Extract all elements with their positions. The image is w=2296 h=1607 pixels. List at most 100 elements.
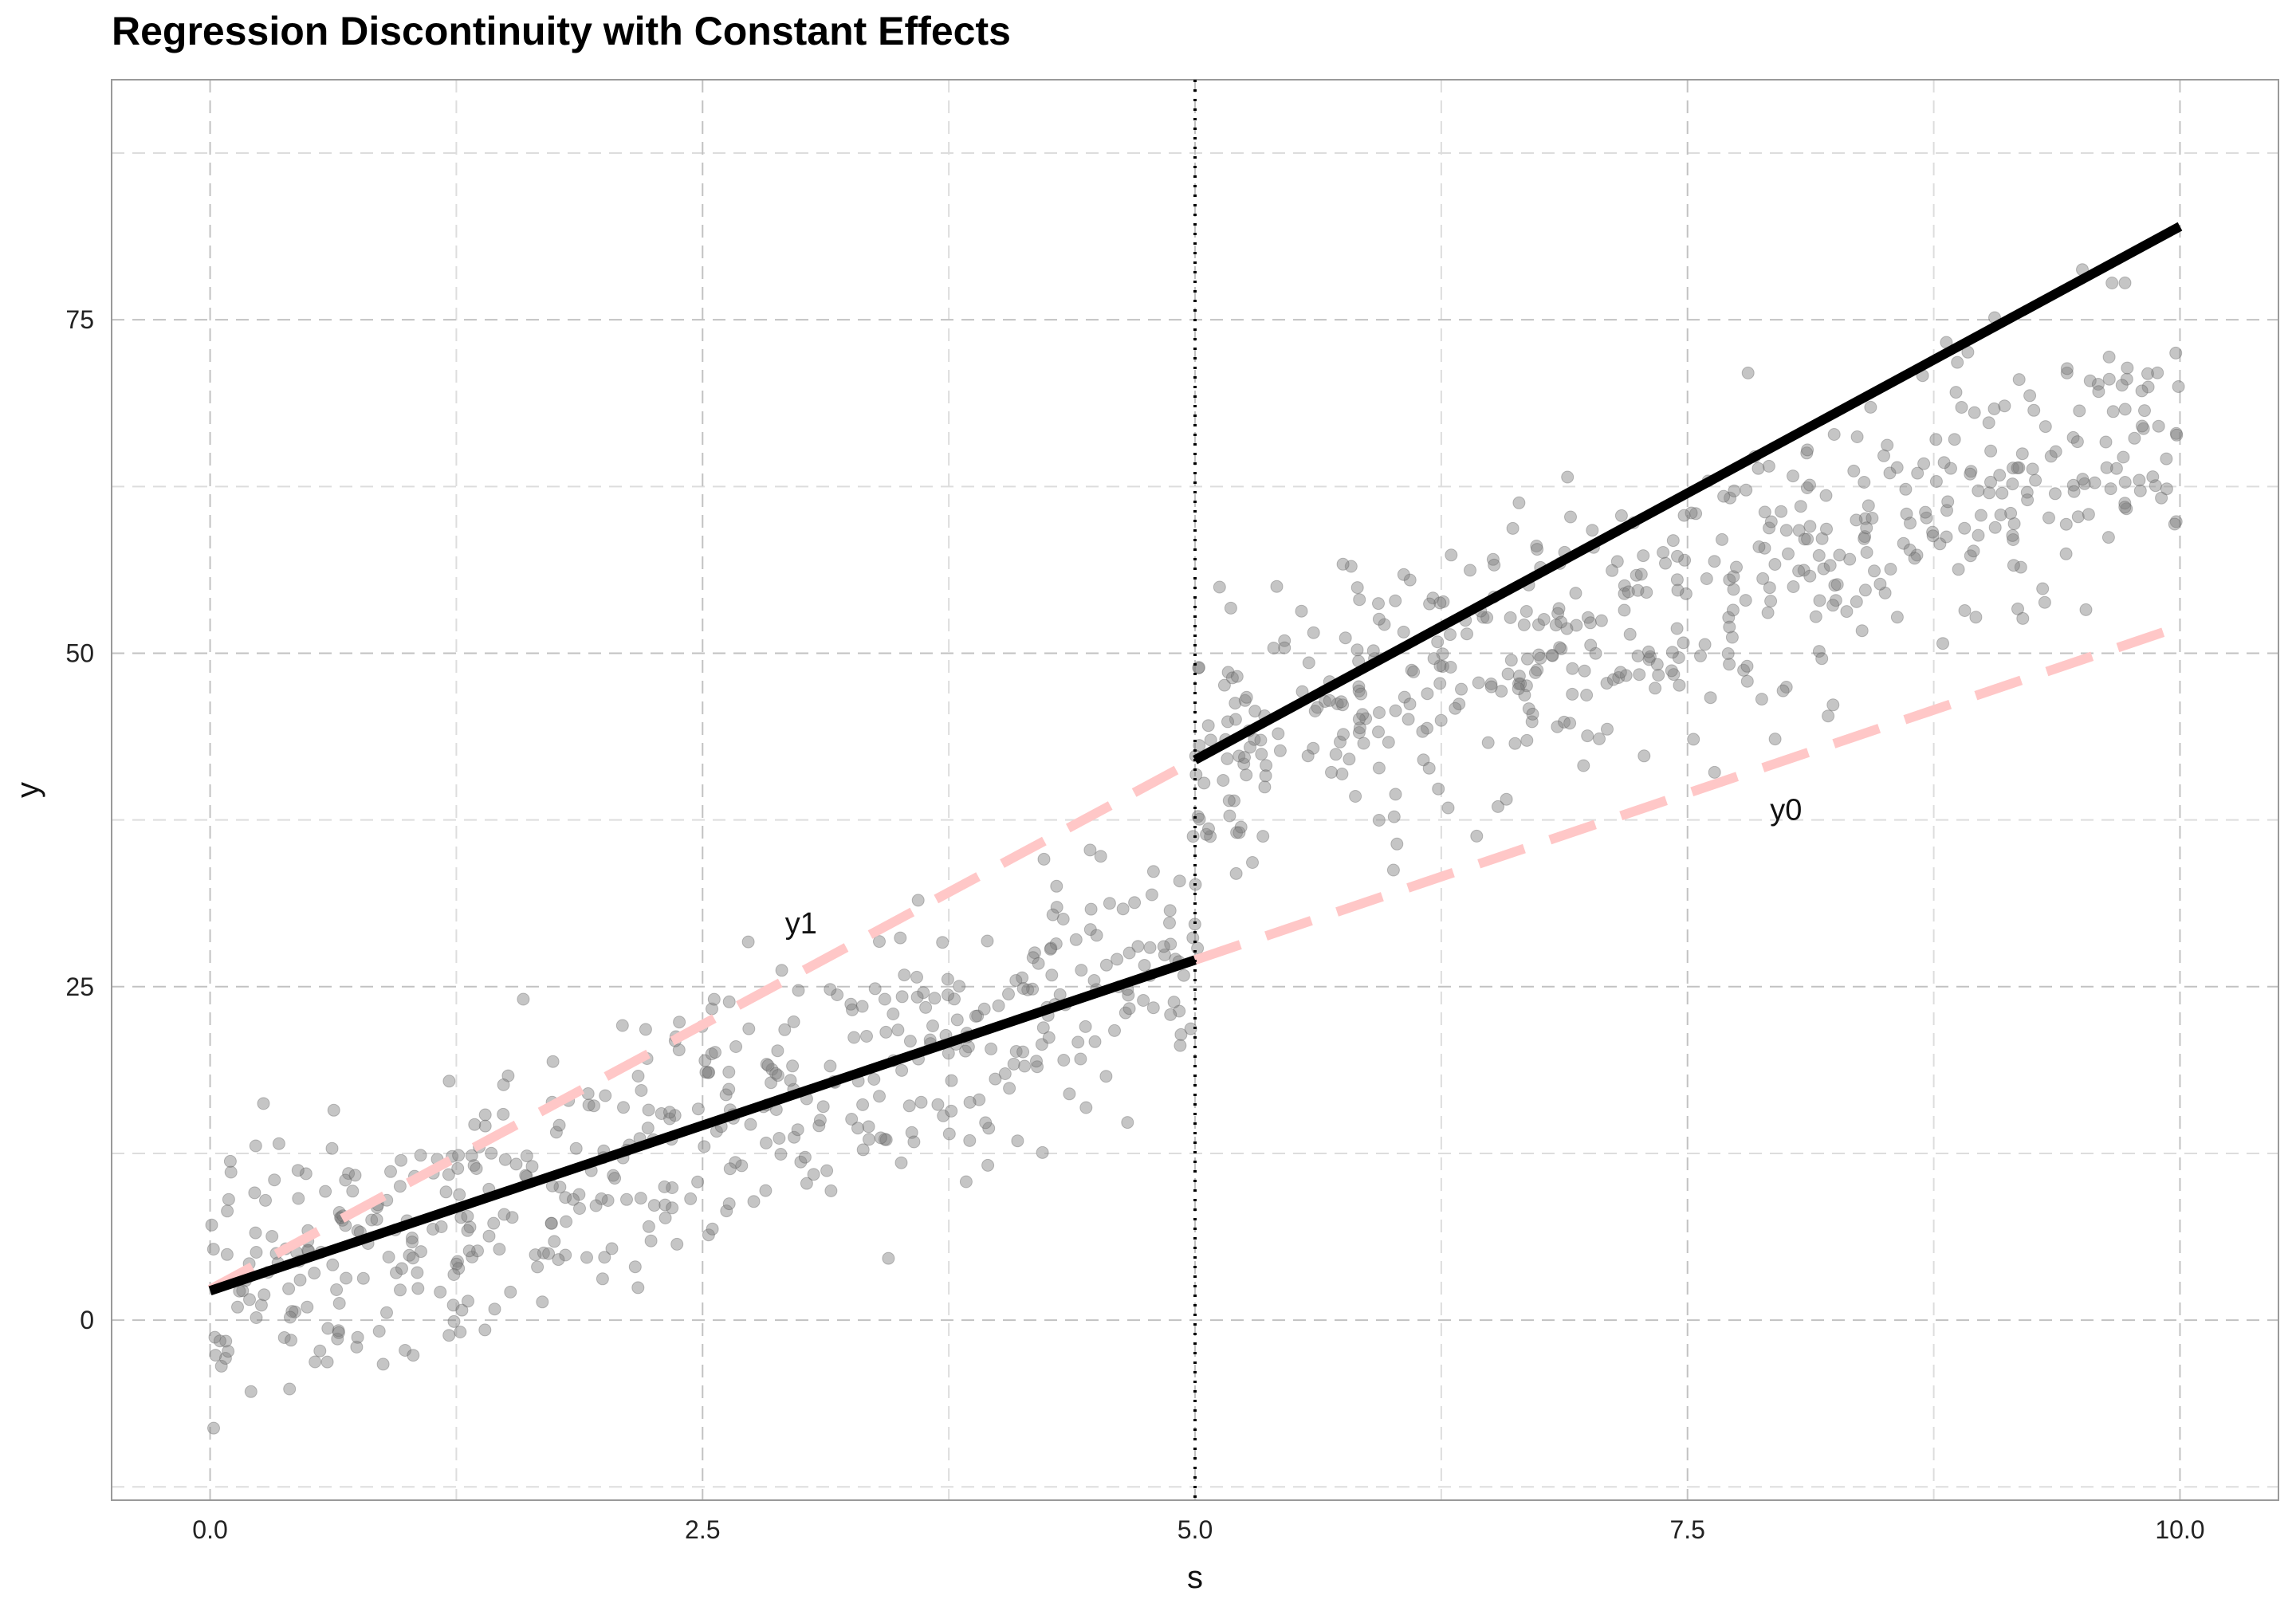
scatter-point <box>1829 594 1842 607</box>
scatter-point <box>1631 583 1645 597</box>
scatter-point <box>1026 951 1040 965</box>
scatter-point <box>1622 585 1635 599</box>
scatter-point <box>902 1099 916 1113</box>
scatter-point <box>1545 649 1559 662</box>
scatter-point <box>769 1067 783 1080</box>
scatter-point <box>1673 678 1686 692</box>
scatter-point <box>1801 532 1814 546</box>
y-tick-label: 75 <box>65 305 94 334</box>
scatter-point <box>1177 969 1190 982</box>
scatter-point <box>213 1334 226 1348</box>
scatter-point <box>1389 788 1402 801</box>
scatter-point <box>1552 602 1566 615</box>
scatter-point <box>1520 733 1534 747</box>
scatter-point <box>1111 953 1124 966</box>
scatter-point <box>1449 701 1462 715</box>
scatter-point <box>1952 563 1965 576</box>
scatter-point <box>926 1020 939 1032</box>
scatter-point <box>1763 581 1776 595</box>
scatter-point <box>2036 582 2050 595</box>
scatter-point <box>1373 706 1386 719</box>
scatter-point <box>1270 580 1284 593</box>
scatter-point <box>1028 946 1041 960</box>
scatter-point <box>672 1043 686 1057</box>
scatter-point <box>898 969 911 982</box>
scatter-point <box>1486 552 1500 566</box>
scatter-point <box>1329 748 1343 761</box>
scatter-point <box>1009 974 1023 987</box>
scatter-point <box>1546 649 1559 662</box>
scatter-point <box>1555 615 1568 629</box>
scatter-point <box>765 1063 779 1076</box>
scatter-point <box>855 1000 869 1013</box>
scatter-point <box>1948 433 1961 446</box>
scatter-point <box>340 1271 353 1285</box>
scatter-point <box>572 1188 586 1201</box>
scatter-point <box>1725 631 1739 644</box>
scatter-point <box>1436 660 1449 673</box>
scatter-point <box>2079 603 2093 616</box>
scatter-point <box>395 1262 408 1275</box>
scatter-point <box>1188 917 1201 931</box>
scatter-point <box>1637 749 1651 763</box>
scatter-point <box>394 1283 407 1297</box>
scatter-point <box>1407 665 1421 678</box>
scatter-point <box>308 1267 321 1280</box>
scatter-point <box>1577 759 1590 772</box>
scatter-point <box>244 1385 258 1398</box>
scatter-point <box>1752 540 1766 553</box>
scatter-point <box>1549 619 1563 632</box>
scatter-point <box>722 1065 736 1079</box>
scatter-point <box>1079 1101 1093 1114</box>
scatter-point <box>1512 496 1526 509</box>
scatter-point <box>1018 1059 1032 1073</box>
scatter-point <box>963 1134 977 1147</box>
scatter-point <box>1488 558 1501 572</box>
scatter-point <box>845 1113 859 1126</box>
scatter-point <box>1606 673 1620 686</box>
scatter-point <box>2070 435 2084 449</box>
scatter-point <box>1974 509 1987 522</box>
scatter-point <box>1840 605 1854 619</box>
scatter-point <box>1256 830 1270 843</box>
scatter-point <box>520 1149 533 1163</box>
scatter-point <box>765 1076 778 1090</box>
scatter-point <box>1397 625 1410 638</box>
scatter-point <box>1883 466 1897 480</box>
scatter-point <box>1964 465 1978 478</box>
scatter-point <box>1461 627 1473 641</box>
scatter-point <box>1995 486 2009 500</box>
scatter-point <box>1558 715 1571 729</box>
scatter-point <box>1224 601 1237 615</box>
scatter-point <box>2105 277 2119 289</box>
scatter-point <box>2170 428 2184 442</box>
scatter-point <box>249 1226 262 1240</box>
scatter-point <box>1402 713 1415 726</box>
scatter-point <box>2099 435 2113 449</box>
scatter-point <box>1453 697 1466 711</box>
scatter-point <box>384 1165 397 1178</box>
scatter-point <box>470 1162 483 1175</box>
scatter-point <box>1570 619 1583 632</box>
scatter-point <box>1984 444 1998 458</box>
scatter-point <box>1389 704 1402 717</box>
scatter-point <box>1833 548 1846 562</box>
scatter-point <box>467 1159 481 1173</box>
scatter-point <box>1372 725 1385 739</box>
scatter-point <box>450 1257 463 1271</box>
scatter-point <box>332 1324 345 1338</box>
scatter-point <box>1202 822 1215 835</box>
scatter-point <box>223 1154 237 1168</box>
scatter-point <box>1222 794 1236 807</box>
scatter-point <box>2128 431 2141 445</box>
scatter-point <box>1050 879 1063 893</box>
scatter-point <box>407 1251 419 1265</box>
scatter-point <box>1484 680 1498 693</box>
scatter-point <box>601 1194 615 1207</box>
scatter-point <box>1056 913 1070 925</box>
scatter-point <box>816 1100 830 1114</box>
scatter-point <box>1623 627 1637 641</box>
scatter-point <box>1988 521 2002 534</box>
scatter-point <box>1528 666 1542 679</box>
scatter-point <box>1204 830 1217 843</box>
